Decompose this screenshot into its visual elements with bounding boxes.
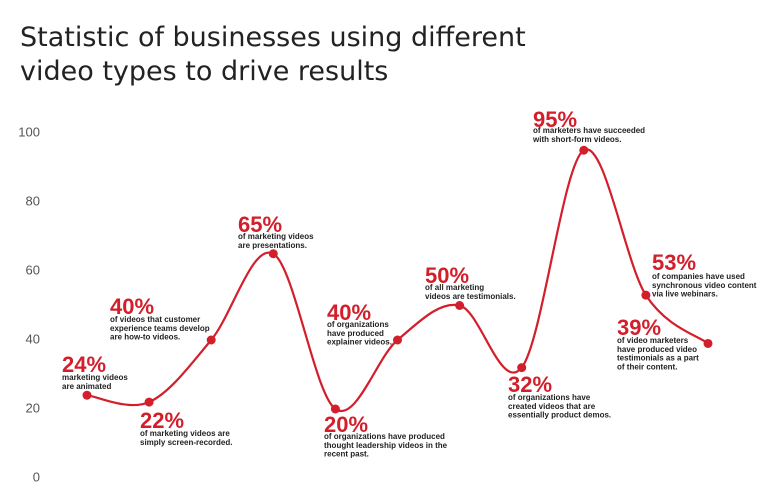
y-tick-label: 40 (26, 331, 40, 346)
chart-title: Statistic of businesses using different (20, 22, 526, 53)
value-label: 40% (110, 294, 154, 319)
data-point (393, 335, 402, 345)
data-point (144, 397, 154, 407)
value-label: 65% (238, 212, 282, 237)
value-label: 32% (508, 372, 552, 397)
data-point (641, 290, 651, 300)
annotation: of videos that customer (110, 315, 200, 324)
annotation: of organizations have (508, 393, 591, 402)
annotation: are animated (62, 382, 111, 391)
data-point (455, 301, 465, 310)
annotation: created videos that are (508, 402, 596, 411)
value-label: 22% (140, 408, 184, 433)
annotation: of companies have used (652, 272, 745, 281)
annotation: of their content. (617, 362, 677, 371)
annotation: essentially product demos. (508, 411, 611, 420)
annotation: synchronous video content (652, 281, 757, 290)
annotation: are how-to videos. (110, 333, 180, 342)
annotation: experience teams develop (110, 324, 210, 333)
annotation: with short-form videos. (532, 135, 621, 144)
annotation: marketing videos (62, 373, 128, 382)
annotation: explainer videos. (327, 338, 392, 347)
data-point (330, 404, 340, 414)
annotation: testimonials as a part (617, 354, 699, 363)
annotation: have produced video (617, 345, 697, 354)
value-label: 53% (652, 250, 696, 275)
annotation: of all marketing (425, 283, 484, 292)
data-point (82, 390, 92, 400)
annotation: of organizations have produced (324, 432, 445, 441)
annotation: of video marketers (617, 336, 689, 345)
annotation: simply screen-recorded. (140, 438, 232, 447)
chart-title: video types to drive results (20, 56, 388, 87)
y-tick-label: 80 (26, 193, 40, 208)
y-tick-label: 60 (26, 262, 40, 277)
value-label: 50% (425, 263, 469, 288)
annotation: are presentations. (238, 241, 307, 250)
annotation: have produced (327, 329, 384, 338)
data-point (579, 145, 589, 155)
y-tick-label: 100 (18, 124, 40, 139)
data-point (206, 335, 216, 345)
data-point (517, 363, 527, 373)
annotation: videos are testimonials. (425, 292, 516, 301)
annotation: thought leadership videos in the (324, 441, 448, 450)
annotation: via live webinars. (652, 290, 718, 299)
annotation: of marketing videos (238, 232, 314, 241)
y-tick-label: 20 (26, 400, 40, 415)
value-label: 24% (62, 352, 106, 377)
value-label: 39% (617, 315, 661, 340)
data-line (86, 148, 709, 413)
annotation: recent past. (324, 450, 369, 459)
value-label: 95% (533, 107, 577, 132)
annotation: of marketers have succeeded (533, 126, 645, 135)
value-label: 20% (324, 412, 368, 437)
data-point (703, 338, 713, 348)
data-point (268, 249, 278, 259)
value-label: 40% (327, 300, 371, 325)
y-tick-label: 0 (33, 469, 40, 484)
annotation: of marketing videos are (140, 429, 230, 438)
annotation: of organizations (327, 320, 389, 329)
